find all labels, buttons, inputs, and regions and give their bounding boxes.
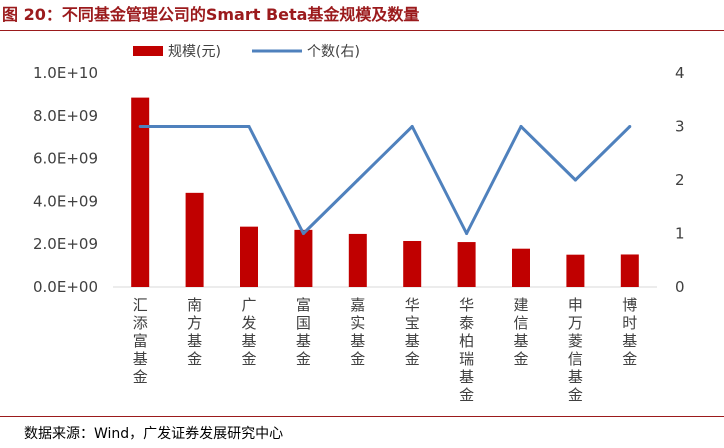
line-point xyxy=(410,125,414,128)
right-tick-label: 4 xyxy=(675,64,685,82)
bar xyxy=(131,97,150,287)
source-divider xyxy=(0,416,724,417)
right-tick-label: 0 xyxy=(675,278,685,296)
bar xyxy=(566,254,585,287)
title-divider xyxy=(0,30,724,31)
line-point xyxy=(138,125,142,128)
right-tick-label: 3 xyxy=(675,118,685,136)
line-point xyxy=(573,178,577,182)
left-axis-ticks: 0.0E+00 2.0E+09 4.0E+09 6.0E+09 8.0E+09 1.0E+… xyxy=(33,64,98,296)
x-tick-label: 申万菱信基金 xyxy=(568,296,583,404)
line-point xyxy=(356,178,360,182)
x-axis-labels: 汇添富基金 南方基金 广发基金 富国基金 嘉实基金 华宝基金 华泰柏瑞基金 建信基金 申万菱信基… xyxy=(133,296,638,404)
figure-title: 图 20：不同基金管理公司的Smart Beta基金规模及数量 xyxy=(2,5,420,24)
bar xyxy=(620,254,639,287)
x-tick-label: 华泰柏瑞基金 xyxy=(459,296,474,404)
right-tick-label: 1 xyxy=(675,225,685,243)
left-tick-label: 4.0E+09 xyxy=(33,192,98,210)
bar xyxy=(403,240,422,287)
left-tick-label: 8.0E+09 xyxy=(33,107,98,125)
x-tick-label: 汇添富基金 xyxy=(133,296,148,386)
bar xyxy=(240,226,258,287)
right-tick-label: 2 xyxy=(675,171,685,189)
bar xyxy=(512,248,530,287)
chart: 规模(元) 个数(右) 0.0E+00 2.0E+09 4.0E+09 6.0E+09… xyxy=(33,44,685,404)
legend-line-label: 个数(右) xyxy=(307,44,360,60)
bar-series xyxy=(131,97,639,287)
bar xyxy=(294,229,313,287)
x-tick-label: 华宝基金 xyxy=(405,296,420,368)
line-point xyxy=(465,232,469,235)
line-point xyxy=(301,232,305,235)
legend: 规模(元) 个数(右) xyxy=(133,44,360,60)
legend-bar-swatch xyxy=(133,46,163,56)
x-tick-label: 建信基金 xyxy=(513,296,528,368)
line-point xyxy=(193,125,197,128)
left-tick-label: 1.0E+10 xyxy=(33,64,98,82)
line-point xyxy=(247,125,251,128)
x-tick-label: 博时基金 xyxy=(622,296,637,368)
x-tick-label: 南方基金 xyxy=(187,296,202,368)
left-tick-label: 2.0E+09 xyxy=(33,235,98,253)
x-tick-label: 嘉实基金 xyxy=(350,296,365,368)
line-point xyxy=(628,125,632,128)
line-series xyxy=(138,125,632,235)
source-note: 数据来源：Wind，广发证券发展研究中心 xyxy=(24,426,284,442)
bar xyxy=(348,233,367,287)
right-axis-ticks: 0 1 2 3 4 xyxy=(675,64,685,296)
left-tick-label: 6.0E+09 xyxy=(33,150,98,168)
x-tick-label: 广发基金 xyxy=(241,296,256,368)
left-tick-label: 0.0E+00 xyxy=(33,278,98,296)
legend-bar-label: 规模(元) xyxy=(168,44,221,60)
bar xyxy=(185,192,204,287)
line-point xyxy=(519,125,523,128)
count-line xyxy=(140,125,631,235)
bar xyxy=(457,242,476,287)
x-tick-label: 富国基金 xyxy=(296,296,311,368)
